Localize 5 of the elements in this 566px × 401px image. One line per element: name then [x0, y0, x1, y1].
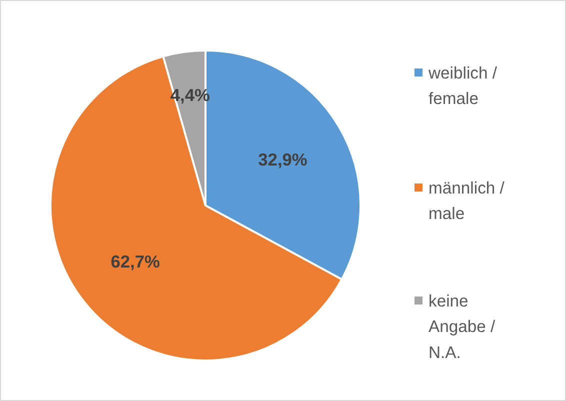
data-label: 62,7% [110, 252, 160, 272]
data-label: 32,9% [258, 149, 308, 170]
legend-label: keine Angabe / N.A. [428, 292, 496, 362]
legend-label: weiblich / female [428, 64, 498, 108]
legend-label: männlich / male [428, 178, 505, 224]
